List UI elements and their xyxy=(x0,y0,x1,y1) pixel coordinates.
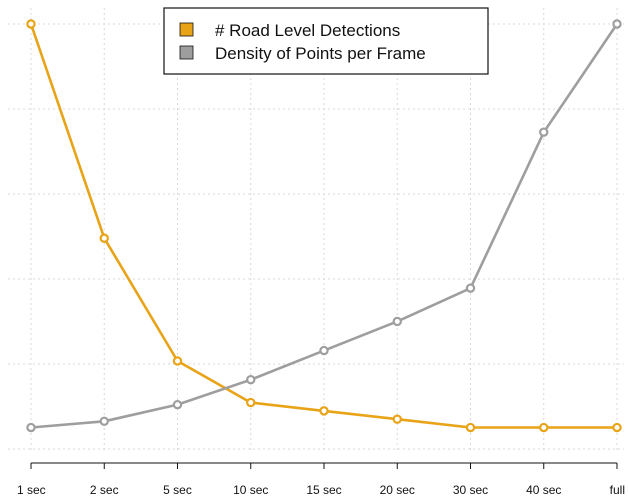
x-tick-label: 1 sec xyxy=(17,483,46,497)
legend-box xyxy=(163,7,489,75)
data-point xyxy=(392,414,402,424)
legend-swatch-road-level xyxy=(179,22,194,37)
x-tick-label: 2 sec xyxy=(90,483,119,497)
x-axis: 1 sec 2 sec 5 sec 10 sec 15 sec 20 sec 30 sec 4… xyxy=(17,462,625,497)
x-tick-label: 20 sec xyxy=(380,483,415,497)
data-point xyxy=(26,19,36,29)
data-point xyxy=(539,127,549,137)
data-point xyxy=(172,356,183,366)
data-point xyxy=(319,406,329,416)
data-point xyxy=(246,374,256,385)
data-point xyxy=(465,283,476,293)
x-tick-label: 10 sec xyxy=(233,483,268,497)
data-point xyxy=(99,416,109,426)
data-point xyxy=(319,345,329,356)
x-tick-label: 15 sec xyxy=(306,483,341,497)
data-point xyxy=(612,19,622,29)
data-point xyxy=(246,397,256,408)
legend-label-density: Density of Points per Frame xyxy=(215,44,426,63)
legend-label-road-level: # Road Level Detections xyxy=(215,21,400,40)
data-point xyxy=(172,399,183,410)
legend: # Road Level Detections Density of Point… xyxy=(163,7,489,75)
series-layer xyxy=(26,19,622,433)
data-point xyxy=(539,422,549,433)
x-tick-label: 5 sec xyxy=(163,483,192,497)
data-point xyxy=(99,233,109,243)
data-point xyxy=(465,422,476,433)
data-point xyxy=(392,316,402,327)
x-tick-label: 40 sec xyxy=(526,483,561,497)
x-tick-label: 30 sec xyxy=(453,483,488,497)
x-tick-label: full xyxy=(610,483,625,497)
data-point xyxy=(612,422,622,433)
data-point xyxy=(26,422,36,433)
legend-swatch-density xyxy=(179,45,194,60)
